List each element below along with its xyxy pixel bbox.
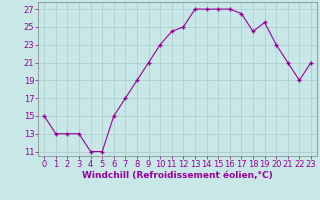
X-axis label: Windchill (Refroidissement éolien,°C): Windchill (Refroidissement éolien,°C) <box>82 171 273 180</box>
